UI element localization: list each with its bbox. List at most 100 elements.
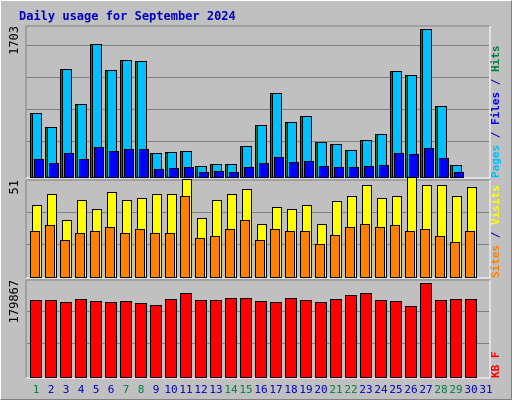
x-tick-label: 8	[138, 383, 145, 396]
x-tick-label: 29	[449, 383, 462, 396]
legend-entry: Hits	[489, 46, 502, 73]
x-tick-label: 11	[179, 383, 192, 396]
sites-bar	[270, 229, 280, 278]
kbf-bar	[90, 301, 102, 378]
kbf-bar	[300, 300, 312, 378]
kbf-bar	[195, 300, 207, 378]
x-tick-label: 19	[299, 383, 312, 396]
kbf-bar	[465, 299, 477, 378]
kbf-bar	[345, 295, 357, 378]
sites-bar	[300, 231, 310, 278]
panel-middle-max-label: 51	[7, 180, 21, 194]
pages-bar	[49, 163, 59, 178]
x-tick-label: 20	[314, 383, 327, 396]
kbf-bar	[75, 299, 87, 378]
x-tick-label: 18	[284, 383, 297, 396]
pages-bar	[184, 167, 194, 178]
pages-bar	[124, 149, 134, 178]
kbf-bar	[105, 302, 117, 378]
x-tick-label: 1	[33, 383, 40, 396]
sites-bar	[195, 238, 205, 278]
kbf-bar	[405, 306, 417, 378]
x-tick-label: 9	[153, 383, 160, 396]
sites-bar	[345, 227, 355, 278]
sites-bar	[405, 231, 415, 278]
legend-entry: KB F	[489, 352, 502, 379]
pages-bar	[154, 169, 164, 178]
sites-bar	[255, 240, 265, 278]
kbf-bar	[420, 283, 432, 378]
sites-bar	[450, 242, 460, 278]
x-tick-label: 6	[108, 383, 115, 396]
kbf-bar	[135, 303, 147, 378]
sites-bar	[90, 231, 100, 278]
kbf-bar	[150, 305, 162, 378]
sites-bar	[150, 233, 160, 278]
sites-bar	[60, 240, 70, 278]
pages-bar	[169, 168, 179, 178]
x-tick-label: 10	[164, 383, 177, 396]
sites-bar	[315, 244, 325, 278]
pages-bar	[214, 171, 224, 178]
kbf-bar	[375, 300, 387, 378]
sites-bar	[165, 233, 175, 278]
panel-bottom-max-label: 179867	[7, 280, 21, 323]
pages-bar	[259, 163, 269, 178]
pages-bar	[244, 167, 254, 178]
sites-bar	[390, 225, 400, 278]
pages-bar	[364, 166, 374, 178]
kbf-bar	[60, 302, 72, 378]
kbf-bar	[30, 300, 42, 378]
x-tick-label: 24	[374, 383, 388, 396]
kbf-bar	[285, 298, 297, 378]
pages-bar	[409, 154, 419, 178]
pages-bar	[94, 147, 104, 178]
kbf-bar	[210, 300, 222, 378]
pages-bar	[304, 161, 314, 178]
x-tick-label: 26	[404, 383, 417, 396]
pages-bar	[139, 149, 149, 178]
kbf-bar	[45, 300, 57, 378]
kbf-bar	[315, 302, 327, 378]
kbf-bar	[390, 301, 402, 378]
x-tick-label: 13	[209, 383, 222, 396]
x-tick-label: 16	[254, 383, 267, 396]
x-tick-label: 12	[194, 383, 207, 396]
sites-bar	[45, 225, 55, 278]
kbf-bar	[255, 301, 267, 378]
kbf-bar	[180, 293, 192, 378]
legend-entry: /	[489, 225, 502, 245]
x-tick-label: 14	[224, 383, 238, 396]
sites-bar	[135, 229, 145, 278]
pages-bar	[79, 159, 89, 178]
x-tick-label: 30	[464, 383, 477, 396]
sites-bar	[375, 227, 385, 278]
pages-bar	[334, 167, 344, 178]
panel-top-max-label: 1703	[7, 26, 21, 55]
chart-title: Daily usage for September 2024	[19, 9, 236, 23]
kbf-bar	[435, 300, 447, 378]
x-tick-label: 7	[123, 383, 130, 396]
sites-bar	[360, 224, 370, 278]
x-tick-label: 15	[239, 383, 252, 396]
sites-bar	[285, 231, 295, 278]
sites-bar	[105, 227, 115, 278]
legend-entry: Pages	[489, 145, 502, 178]
x-tick-label: 17	[269, 383, 282, 396]
sites-bar	[210, 236, 220, 278]
pages-bar	[229, 172, 239, 178]
pages-bar	[379, 165, 389, 178]
sites-bar	[435, 236, 445, 278]
x-tick-label: 28	[434, 383, 447, 396]
pages-bar	[349, 167, 359, 178]
sites-bar	[225, 229, 235, 278]
pages-bar	[64, 153, 74, 178]
pages-bar	[394, 153, 404, 178]
legend-entry: /	[489, 72, 502, 92]
panel-middle-legend: Sites / Visits	[489, 185, 502, 278]
pages-bar	[109, 151, 119, 178]
kbf-bar	[360, 293, 372, 378]
pages-bar	[454, 172, 464, 178]
